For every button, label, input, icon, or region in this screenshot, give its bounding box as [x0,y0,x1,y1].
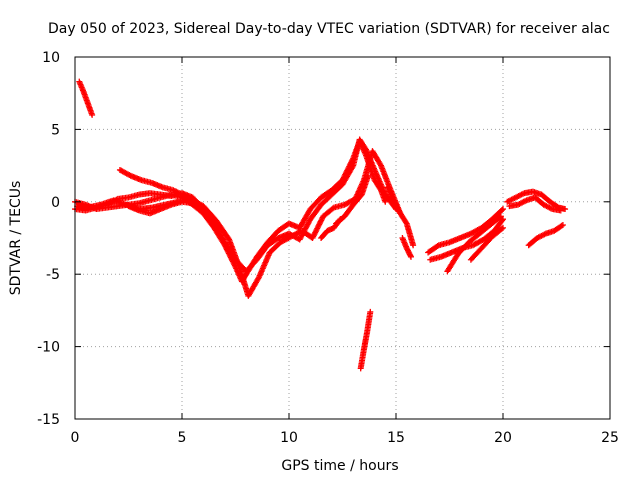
data-point [365,172,372,179]
y-tick-label: -10 [37,340,60,356]
data-point [562,206,569,213]
data-point [559,221,566,228]
series-band-g [318,216,344,241]
data-point [89,111,96,118]
y-tick-label: -5 [46,267,60,283]
x-tick-labels: 0 5 10 15 20 25 [71,430,619,446]
y-tick-label: -15 [37,412,60,428]
series-band-e [125,198,207,217]
grid-lines [75,57,610,419]
data-point [402,219,409,226]
data-point [377,161,384,168]
chart-title: Day 050 of 2023, Sidereal Day-to-day VTE… [48,21,610,37]
data-point [499,217,506,224]
series-band-a [72,137,389,285]
y-tick-labels: -15 -10 -5 0 5 10 [37,50,60,428]
x-tick-label: 25 [601,430,619,446]
series-band-h [384,184,417,249]
data-point [349,163,356,170]
x-tick-label: 10 [280,430,298,446]
series-band-f [333,172,372,227]
data-point [500,224,506,231]
axis-ticks [74,56,611,420]
x-tick-label: 20 [494,430,512,446]
data-points [72,78,569,372]
y-tick-label: 10 [42,50,60,66]
data-point [498,207,505,214]
series-band-r [357,308,374,372]
data-point [382,198,389,205]
data-point [558,222,565,229]
x-tick-label: 0 [71,430,80,446]
y-tick-label: 5 [51,122,60,138]
data-point [410,242,417,249]
data-point [497,213,504,220]
data-point [498,225,505,232]
series-band-o [506,194,564,214]
data-point [496,214,503,221]
x-axis-label: GPS time / hours [281,458,398,474]
x-tick-label: 15 [387,430,405,446]
data-point [200,204,207,211]
data-point [336,217,343,224]
data-point [557,207,564,214]
series-band-m [467,224,506,263]
data-point [434,243,441,250]
series-band-p [525,221,566,249]
series-band-q [76,78,96,118]
x-tick-label: 5 [178,430,187,446]
plot-frame [74,56,611,420]
data-point [407,253,414,260]
y-tick-label: 0 [51,195,60,211]
series-band-i [399,235,414,260]
series-band-l [444,213,504,275]
y-axis-label: SDTVAR / TECUs [8,181,24,296]
data-point [337,216,344,223]
data-point [367,308,374,315]
data-point [500,206,506,213]
data-point [126,172,133,179]
